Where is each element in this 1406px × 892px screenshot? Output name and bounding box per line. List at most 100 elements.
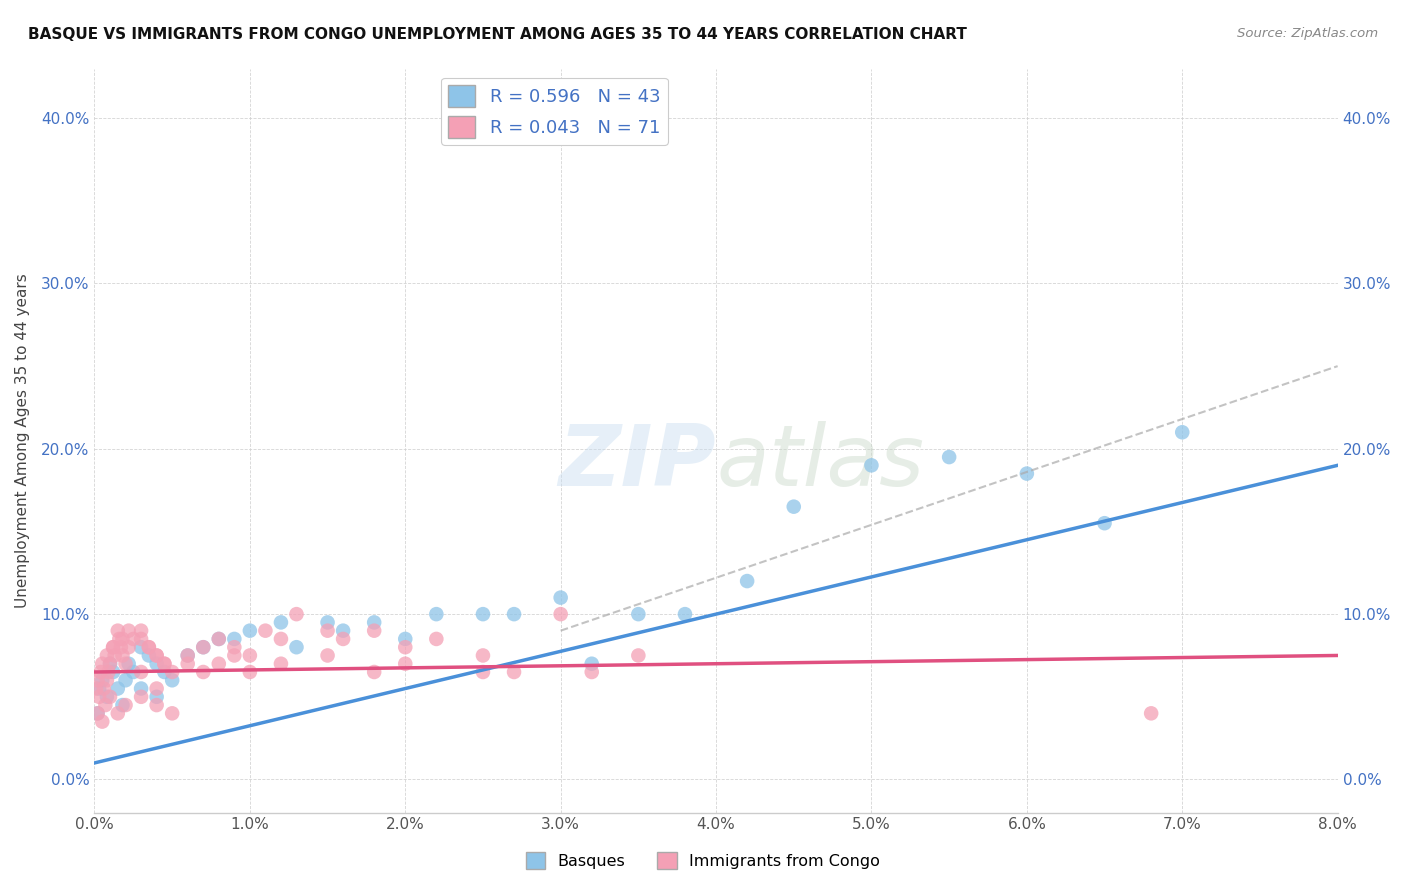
- Point: [101, 665, 124, 679]
- Text: atlas: atlas: [716, 421, 924, 504]
- Point: [153, 657, 176, 671]
- Point: [89, 681, 111, 696]
- Text: ZIP: ZIP: [558, 421, 716, 504]
- Point: [1015, 467, 1038, 481]
- Point: [160, 665, 183, 679]
- Point: [90, 665, 112, 679]
- Text: Source: ZipAtlas.com: Source: ZipAtlas.com: [1237, 27, 1378, 40]
- Point: [101, 640, 124, 655]
- Point: [472, 607, 495, 621]
- Point: [94, 698, 117, 712]
- Point: [316, 615, 339, 630]
- Point: [673, 607, 696, 621]
- Point: [110, 640, 132, 655]
- Text: BASQUE VS IMMIGRANTS FROM CONGO UNEMPLOYMENT AMONG AGES 35 TO 44 YEARS CORRELATI: BASQUE VS IMMIGRANTS FROM CONGO UNEMPLOY…: [28, 27, 967, 42]
- Point: [394, 632, 416, 646]
- Point: [96, 648, 118, 663]
- Point: [122, 665, 145, 679]
- Point: [118, 657, 141, 671]
- Point: [316, 648, 339, 663]
- Point: [145, 648, 167, 663]
- Point: [118, 624, 141, 638]
- Point: [129, 690, 152, 704]
- Point: [108, 632, 131, 646]
- Point: [363, 624, 385, 638]
- Point: [472, 665, 495, 679]
- Point: [254, 624, 277, 638]
- Point: [193, 640, 215, 655]
- Point: [316, 624, 339, 638]
- Point: [332, 632, 354, 646]
- Point: [129, 665, 152, 679]
- Point: [177, 648, 200, 663]
- Point: [270, 615, 292, 630]
- Point: [627, 607, 650, 621]
- Legend: Basques, Immigrants from Congo: Basques, Immigrants from Congo: [519, 846, 887, 875]
- Point: [98, 657, 121, 671]
- Point: [394, 640, 416, 655]
- Point: [285, 640, 308, 655]
- Point: [783, 500, 806, 514]
- Point: [239, 624, 262, 638]
- Point: [97, 665, 120, 679]
- Point: [193, 640, 215, 655]
- Point: [1171, 425, 1194, 440]
- Point: [145, 690, 167, 704]
- Point: [153, 657, 176, 671]
- Point: [285, 607, 308, 621]
- Point: [1140, 706, 1163, 721]
- Point: [581, 665, 603, 679]
- Point: [86, 673, 108, 688]
- Point: [107, 624, 129, 638]
- Point: [114, 698, 136, 712]
- Point: [177, 648, 200, 663]
- Y-axis label: Unemployment Among Ages 35 to 44 years: Unemployment Among Ages 35 to 44 years: [15, 273, 30, 608]
- Point: [208, 657, 231, 671]
- Point: [581, 657, 603, 671]
- Point: [550, 607, 572, 621]
- Point: [138, 640, 160, 655]
- Point: [122, 632, 145, 646]
- Point: [111, 698, 134, 712]
- Point: [1094, 516, 1116, 531]
- Point: [91, 714, 114, 729]
- Point: [394, 657, 416, 671]
- Point: [224, 648, 246, 663]
- Point: [160, 673, 183, 688]
- Point: [239, 665, 262, 679]
- Point: [129, 681, 152, 696]
- Point: [208, 632, 231, 646]
- Point: [224, 632, 246, 646]
- Point: [98, 657, 121, 671]
- Point: [89, 690, 111, 704]
- Point: [363, 665, 385, 679]
- Point: [270, 657, 292, 671]
- Point: [111, 648, 134, 663]
- Point: [503, 665, 526, 679]
- Point: [91, 657, 114, 671]
- Point: [425, 607, 447, 621]
- Point: [627, 648, 650, 663]
- Legend: R = 0.596   N = 43, R = 0.043   N = 71: R = 0.596 N = 43, R = 0.043 N = 71: [441, 78, 668, 145]
- Point: [239, 648, 262, 663]
- Point: [118, 640, 141, 655]
- Point: [145, 648, 167, 663]
- Point: [472, 648, 495, 663]
- Point: [138, 648, 160, 663]
- Point: [160, 706, 183, 721]
- Point: [735, 574, 758, 588]
- Point: [270, 632, 292, 646]
- Point: [503, 607, 526, 621]
- Point: [129, 632, 152, 646]
- Point: [145, 698, 167, 712]
- Point: [107, 706, 129, 721]
- Point: [86, 706, 108, 721]
- Point: [114, 673, 136, 688]
- Point: [193, 665, 215, 679]
- Point: [98, 690, 121, 704]
- Point: [153, 665, 176, 679]
- Point: [114, 657, 136, 671]
- Point: [129, 640, 152, 655]
- Point: [96, 673, 118, 688]
- Point: [93, 681, 115, 696]
